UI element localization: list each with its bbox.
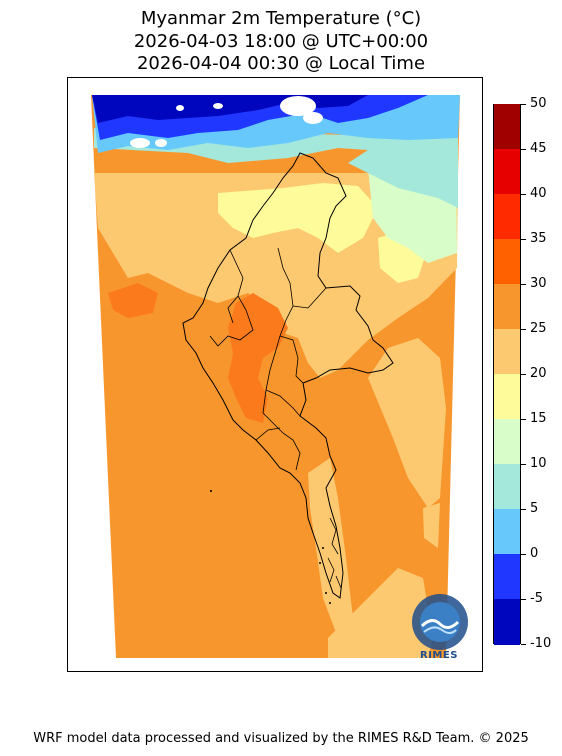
state-border — [292, 287, 327, 309]
coast-islands — [327, 517, 342, 589]
colorbar-swatch — [494, 554, 520, 600]
state-border — [279, 335, 304, 384]
colorbar-tick — [521, 284, 526, 285]
colorbar-tick-label: 10 — [530, 456, 547, 471]
colorbar-tick-label: 20 — [530, 366, 547, 381]
colorbar-tick — [521, 329, 526, 330]
snow-patch — [213, 103, 223, 109]
temp-zone-5-10-b — [348, 150, 458, 208]
island-dot — [322, 547, 324, 549]
footer-credit: WRF model data processed and visualized … — [33, 731, 529, 746]
temp-zone-15-20 — [218, 183, 378, 253]
colorbar-tick-label: 50 — [530, 96, 547, 111]
colorbar-tick — [521, 149, 526, 150]
snow-patch — [176, 105, 184, 111]
temp-zone-30-35 — [228, 293, 288, 423]
rimes-globe-icon — [412, 594, 468, 650]
temp-zone-20-25-east — [368, 338, 446, 508]
colorbar-swatch — [494, 599, 520, 645]
country-border — [182, 152, 394, 599]
snow-patch — [303, 112, 323, 124]
state-border — [255, 427, 281, 441]
state-border — [262, 247, 294, 414]
temp-zone-30-35-b — [108, 283, 158, 318]
colorbar-swatch — [494, 239, 520, 285]
colorbar-swatch — [494, 419, 520, 465]
colorbar-tick — [521, 464, 526, 465]
colorbar-tick — [521, 644, 526, 645]
colorbar-tick-label: 0 — [530, 546, 539, 561]
colorbar-swatch — [494, 104, 520, 150]
colorbar-tick — [521, 599, 526, 600]
colorbar-swatch — [494, 284, 520, 330]
colorbar-swatch — [494, 149, 520, 195]
colorbar-swatch — [494, 329, 520, 375]
state-border — [227, 295, 239, 324]
rimes-logo — [406, 592, 474, 662]
map-panel — [67, 77, 483, 672]
colorbar-tick-label: 30 — [530, 276, 547, 291]
colorbar — [493, 104, 521, 645]
snow-patch — [130, 138, 150, 148]
colorbar-tick-label: 35 — [530, 231, 547, 246]
rimes-logo-text: RIMES — [420, 650, 458, 661]
temperature-map — [91, 95, 460, 658]
temp-zone-20-25-blob — [423, 503, 440, 548]
colorbar-tick-label: 40 — [530, 186, 547, 201]
colorbar-tick — [521, 104, 526, 105]
colorbar-tick-label: 5 — [530, 501, 539, 516]
colorbar-tick-label: 45 — [530, 141, 547, 156]
title-line-2: 2026-04-03 18:00 @ UTC+00:00 — [133, 31, 429, 52]
island-dot — [325, 592, 327, 594]
state-border — [265, 389, 301, 417]
colorbar-tick — [521, 374, 526, 375]
title-line-1: Myanmar 2m Temperature (°C) — [140, 8, 422, 29]
colorbar-swatch — [494, 194, 520, 240]
colorbar-tick — [521, 509, 526, 510]
snow-patch — [155, 139, 167, 147]
temp-zone-20-25-south — [328, 568, 433, 658]
colorbar-tick-label: -10 — [530, 636, 552, 651]
state-border — [209, 249, 254, 347]
colorbar-swatch — [494, 374, 520, 420]
colorbar-tick — [521, 194, 526, 195]
colorbar-tick-label: 15 — [530, 411, 547, 426]
colorbar-tick — [521, 554, 526, 555]
colorbar-tick-label: -5 — [530, 591, 543, 606]
colorbar-tick — [521, 239, 526, 240]
island-dot — [319, 562, 321, 564]
colorbar-swatch — [494, 509, 520, 555]
colorbar-tick-label: 25 — [530, 321, 547, 336]
temp-zone-20-25-coast — [308, 458, 353, 638]
title-line-3: 2026-04-04 00:30 @ Local Time — [136, 53, 426, 74]
colorbar-tick — [521, 419, 526, 420]
snow-patch — [280, 96, 316, 116]
island-dot — [329, 602, 331, 604]
colorbar-swatch — [494, 464, 520, 510]
island-dot — [210, 490, 212, 492]
state-border — [262, 412, 301, 471]
